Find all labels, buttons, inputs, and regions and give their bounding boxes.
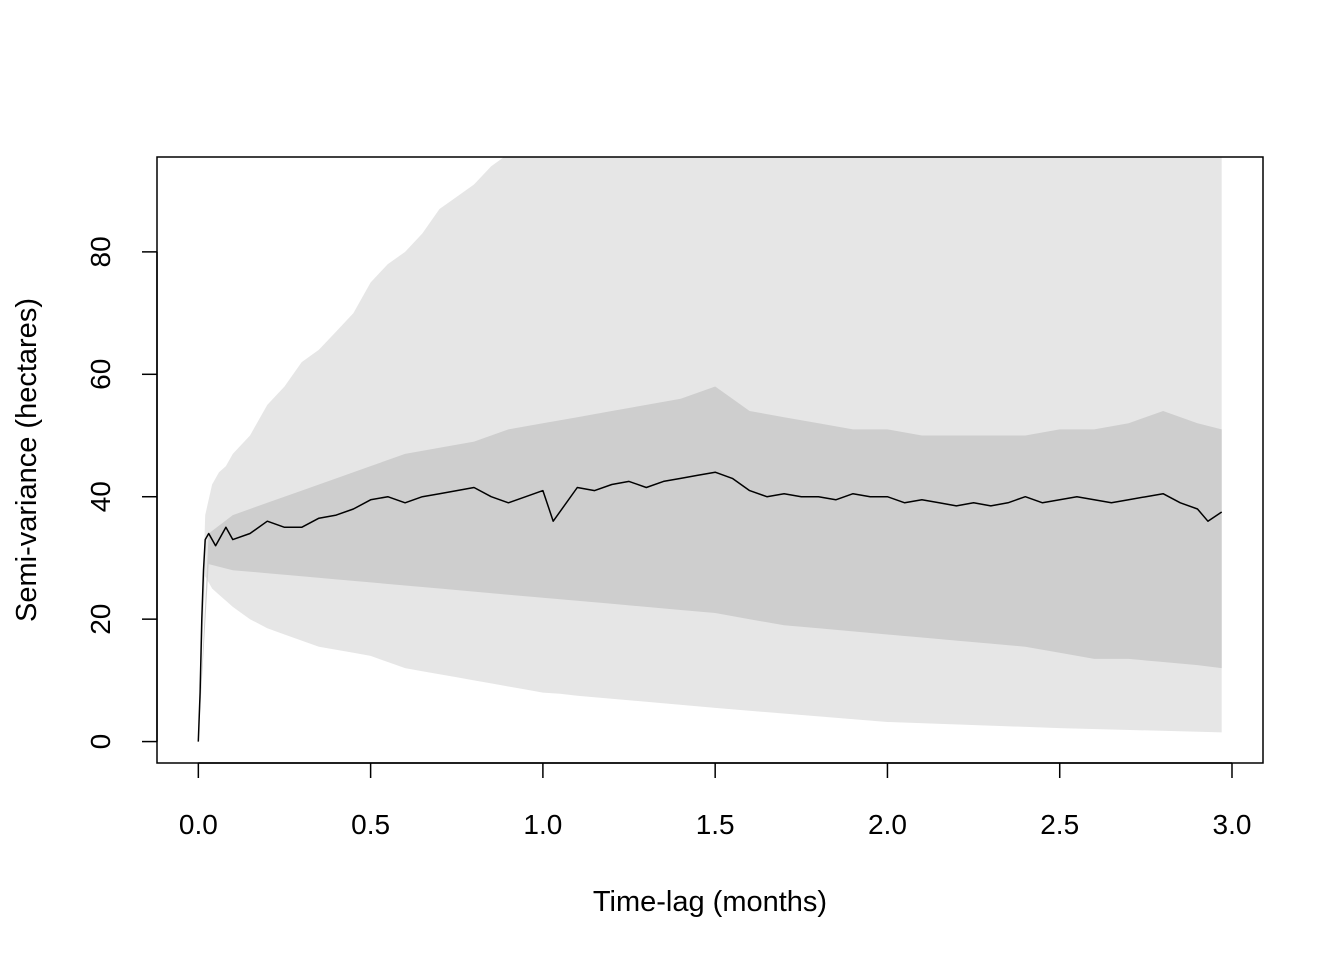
- confidence-bands: [198, 157, 1222, 742]
- x-tick-label: 2.5: [1040, 809, 1079, 840]
- y-tick-label: 0: [85, 734, 116, 750]
- semivariance-line-layer: [197, 471, 1223, 742]
- y-tick-label: 60: [85, 359, 116, 390]
- y-tick-label: 80: [85, 236, 116, 267]
- inner-band: [198, 386, 1222, 742]
- y-axis-label: Semi-variance (hectares): [11, 298, 43, 622]
- x-tick-label: 1.0: [523, 809, 562, 840]
- x-tick-label: 0.5: [351, 809, 390, 840]
- y-tick-label: 20: [85, 604, 116, 635]
- x-tick-label: 3.0: [1213, 809, 1252, 840]
- semivariance-line: [197, 471, 1223, 742]
- y-tick-label: 40: [85, 481, 116, 512]
- x-tick-label: 0.0: [179, 809, 218, 840]
- y-axis: 0 20 40 60 80: [85, 236, 158, 750]
- x-axis: 0.0 0.5 1.0 1.5 2.0 2.5 3.0: [179, 762, 1252, 840]
- x-tick-label: 2.0: [868, 809, 907, 840]
- x-tick-label: 1.5: [696, 809, 735, 840]
- x-axis-label: Time-lag (months): [593, 886, 827, 918]
